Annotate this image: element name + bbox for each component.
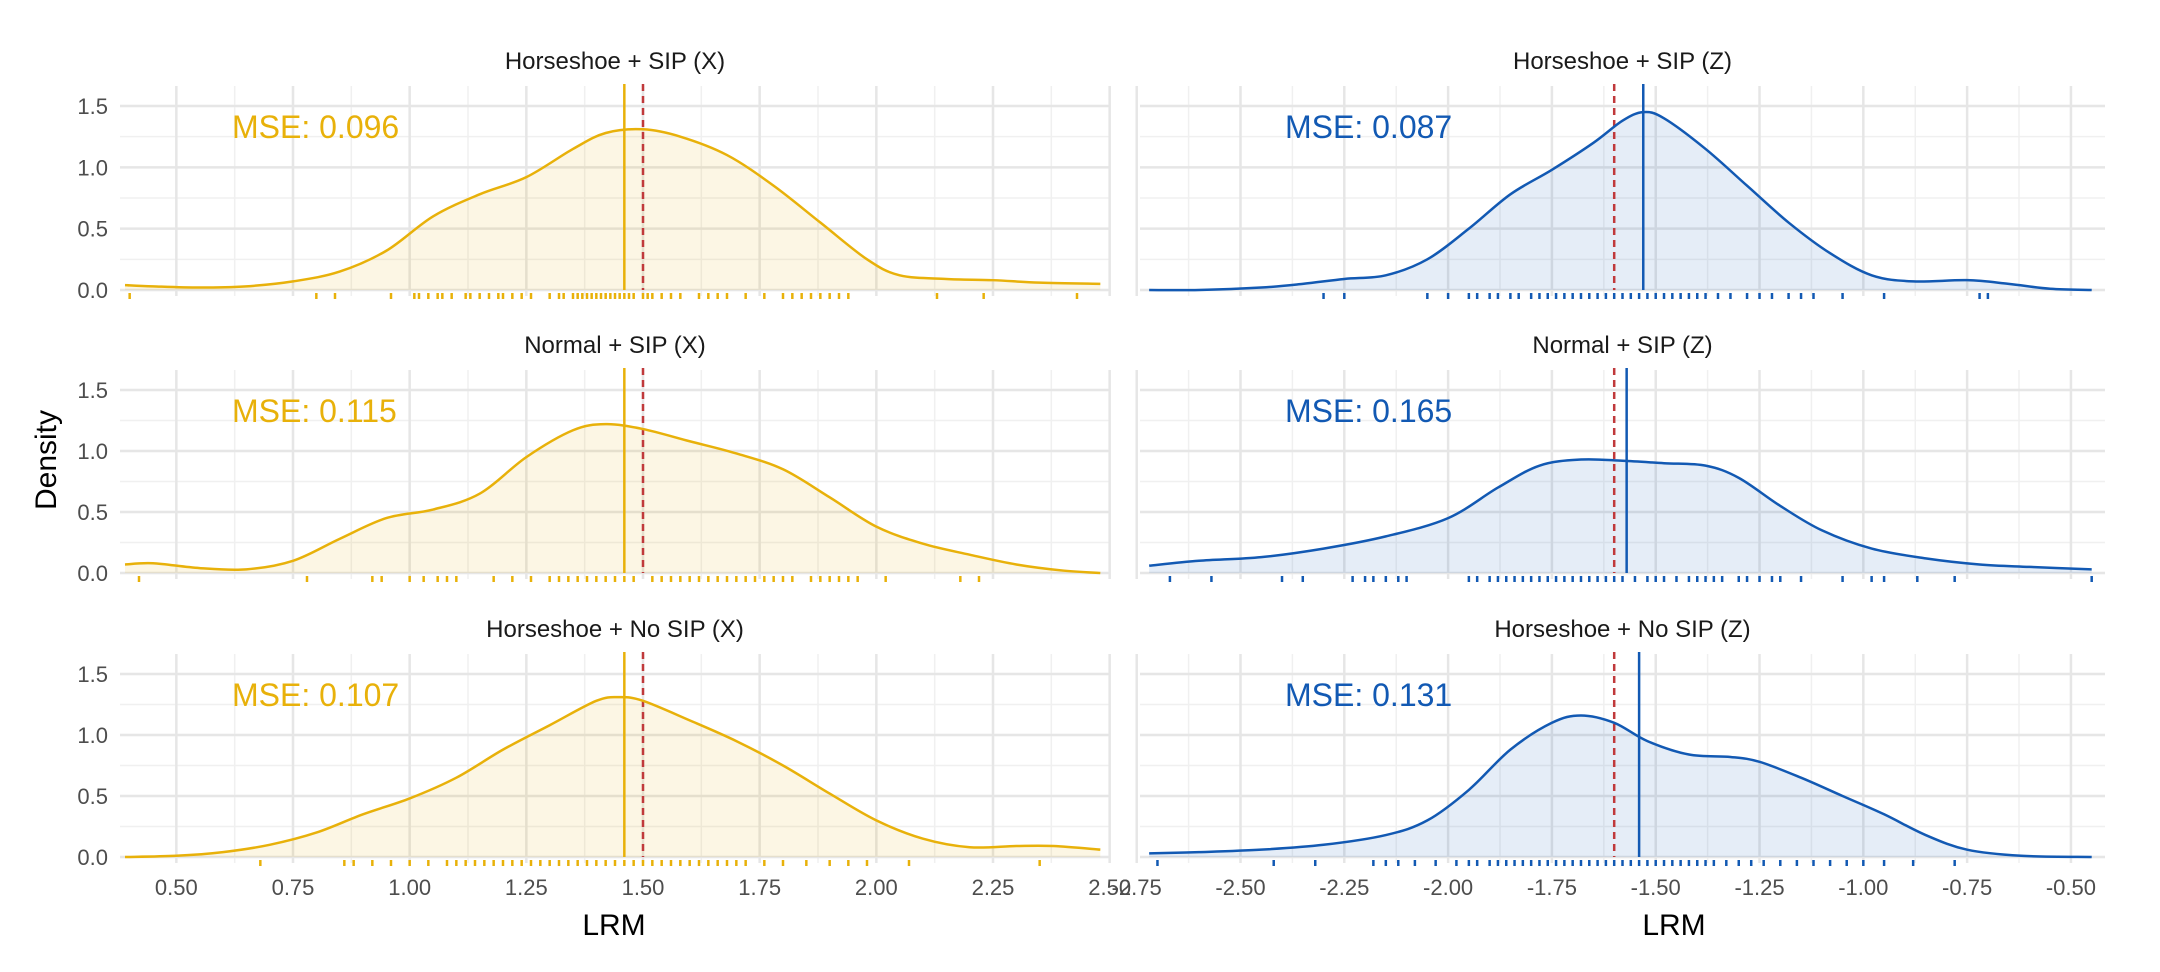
density-curve	[124, 422, 1101, 575]
facet-panel: 0.0 0.5 1.0 1.5 Horseshoe + No SIP (X) MSE: 0…	[77, 616, 1131, 900]
x-tick-label: -1.25	[1734, 875, 1784, 900]
x-tick-label: -1.50	[1631, 875, 1681, 900]
mse-label: MSE: 0.107	[232, 677, 399, 713]
x-tick-label: -2.25	[1319, 875, 1369, 900]
x-tick-label: 2.00	[855, 875, 898, 900]
density-area	[1149, 459, 2092, 573]
x-tick-label: -2.00	[1423, 875, 1473, 900]
facet-panel: 0.0 0.5 1.0 1.5 Horseshoe + SIP (X) MSE: 0.09…	[77, 48, 1111, 303]
y-tick-label: 0.0	[77, 278, 108, 303]
y-tick-label: 0.5	[77, 500, 108, 525]
facet-panels: 0.0 0.5 1.0 1.5 Horseshoe + SIP (X) MSE: 0.09…	[77, 48, 2105, 900]
panel-title: Horseshoe + No SIP (Z)	[1494, 616, 1750, 643]
panel-title: Horseshoe + SIP (Z)	[1513, 48, 1732, 75]
density-area	[125, 424, 1101, 573]
x-axis-title-left: LRM	[582, 909, 645, 942]
density-curve	[124, 127, 1101, 289]
y-tick-label: 1.0	[77, 723, 108, 748]
y-tick-label: 0.5	[77, 217, 108, 242]
density-area	[1149, 715, 2092, 857]
x-tick-label: 2.50	[1088, 875, 1131, 900]
density-area	[125, 697, 1101, 857]
x-tick-label: -1.75	[1527, 875, 1577, 900]
x-tick-label: 0.75	[272, 875, 315, 900]
y-tick-label: 1.0	[77, 439, 108, 464]
x-tick-label: 1.50	[622, 875, 665, 900]
mse-label: MSE: 0.165	[1285, 393, 1452, 429]
mse-label: MSE: 0.131	[1285, 677, 1452, 713]
mse-label: MSE: 0.096	[232, 109, 399, 145]
x-tick-label: -0.50	[2046, 875, 2096, 900]
x-tick-label: 1.75	[738, 875, 781, 900]
panel-title: Horseshoe + SIP (X)	[505, 48, 725, 75]
density-area	[1149, 112, 2092, 291]
density-area	[125, 129, 1101, 290]
facet-panel: 0.0 0.5 1.0 1.5 Normal + SIP (X) MSE: 0.115	[77, 332, 1111, 586]
x-axis-title-right: LRM	[1642, 909, 1705, 942]
panel-title: Horseshoe + No SIP (X)	[486, 616, 744, 643]
facet-panel: Horseshoe + No SIP (Z) MSE: 0.131 -2.75 -2.…	[1112, 616, 2105, 900]
y-tick-label: 0.5	[77, 784, 108, 809]
panel-title: Normal + SIP (Z)	[1532, 332, 1712, 359]
x-tick-label: -0.75	[1942, 875, 1992, 900]
mse-label: MSE: 0.087	[1285, 109, 1452, 145]
density-curve	[124, 695, 1101, 859]
x-tick-label: -2.75	[1112, 875, 1162, 900]
density-curve	[1149, 458, 2092, 571]
panel-title: Normal + SIP (X)	[524, 332, 706, 359]
x-tick-label: -2.50	[1215, 875, 1265, 900]
x-tick-label: 1.25	[505, 875, 548, 900]
density-curve	[1149, 110, 2092, 292]
y-tick-label: 1.0	[77, 155, 108, 180]
facet-panel: Normal + SIP (Z) MSE: 0.165	[1135, 332, 2105, 582]
mse-label: MSE: 0.115	[232, 393, 397, 429]
x-tick-label: -1.00	[1838, 875, 1888, 900]
x-tick-label: 2.25	[972, 875, 1015, 900]
y-tick-label: 1.5	[77, 662, 108, 687]
y-tick-label: 1.5	[77, 94, 108, 119]
y-axis-title: Density	[30, 410, 63, 510]
x-tick-label: 0.50	[155, 875, 198, 900]
y-tick-label: 1.5	[77, 378, 108, 403]
y-tick-label: 0.0	[77, 845, 108, 870]
x-tick-label: 1.00	[388, 875, 431, 900]
density-curve	[1149, 714, 2092, 859]
y-tick-label: 0.0	[77, 561, 108, 586]
facet-panel: Horseshoe + SIP (Z) MSE: 0.087	[1135, 48, 2105, 299]
